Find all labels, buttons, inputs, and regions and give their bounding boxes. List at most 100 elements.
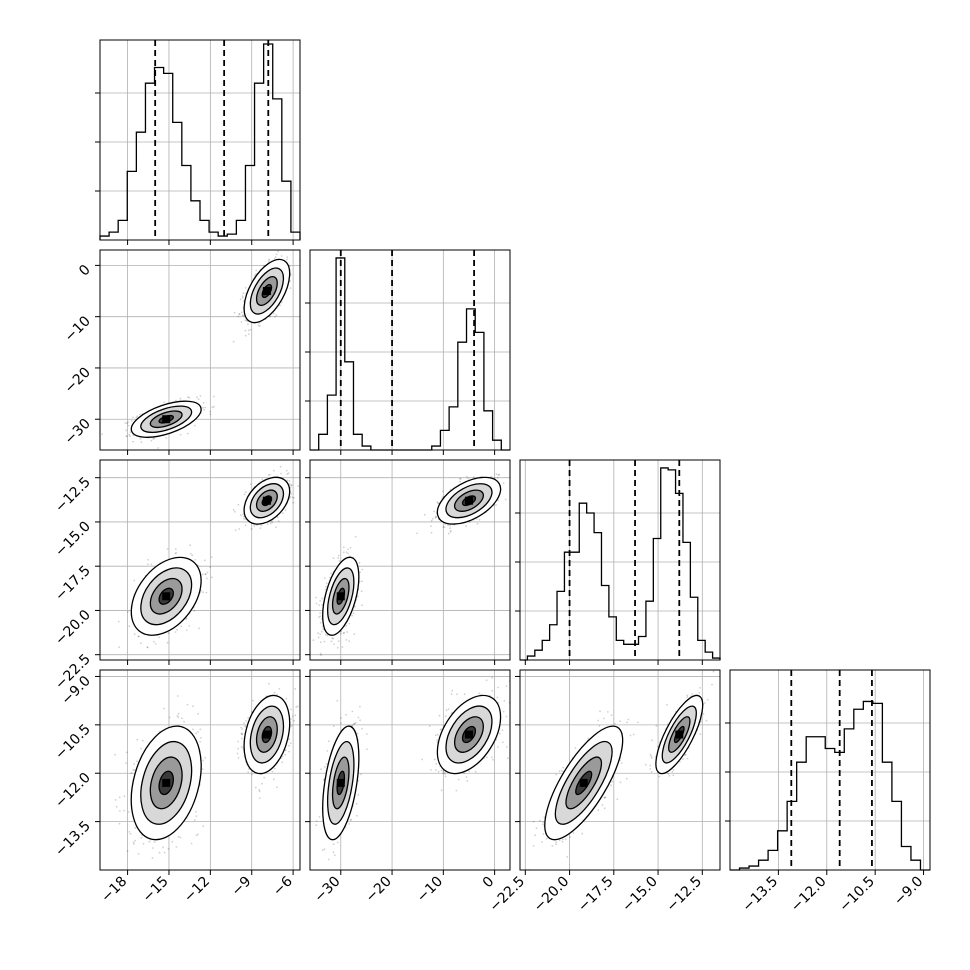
sample-point [139, 413, 141, 416]
sample-point [241, 314, 244, 316]
sample-point [181, 717, 183, 720]
sample-point [126, 611, 129, 613]
sample-point [347, 548, 349, 551]
sample-point [321, 625, 324, 628]
sample-point [136, 760, 138, 763]
sample-point [124, 422, 127, 424]
y-tick-label: −12.5 [52, 474, 94, 516]
sample-point [201, 573, 204, 576]
sample-point [249, 483, 252, 485]
sample-point [137, 635, 140, 638]
sample-point [435, 515, 437, 518]
sample-point [331, 637, 334, 640]
sample-point [189, 544, 192, 547]
x-tick-label: −9.0 [891, 874, 926, 909]
sample-point [175, 846, 178, 848]
sample-point [340, 632, 342, 635]
sample-point [325, 633, 327, 636]
sample-point [240, 311, 243, 314]
sample-point [320, 654, 323, 656]
sample-point [353, 633, 356, 635]
sample-point [123, 809, 125, 812]
sample-point [259, 527, 262, 529]
sample-point [136, 415, 139, 418]
density-peak [262, 287, 271, 296]
sample-point [242, 515, 245, 518]
sample-point [320, 630, 323, 633]
sample-point [187, 396, 189, 398]
sample-point [134, 839, 137, 842]
sample-point [433, 510, 435, 513]
sample-point [291, 496, 294, 499]
sample-point [356, 595, 359, 598]
histogram-step [730, 700, 930, 871]
sample-point [180, 625, 183, 628]
sample-point [290, 484, 293, 486]
y-tick-label: −20.0 [52, 607, 94, 649]
sample-point [326, 634, 329, 637]
sample-point [189, 552, 192, 555]
sample-point [324, 588, 327, 591]
sample-point [323, 640, 326, 643]
sample-point [467, 477, 470, 480]
sample-point [338, 560, 341, 562]
sample-point [195, 834, 198, 837]
sample-point [288, 480, 291, 482]
sample-point [349, 546, 352, 549]
sample-point [166, 548, 169, 550]
sample-point [271, 521, 274, 524]
sample-point [212, 405, 215, 408]
sample-point [202, 825, 205, 828]
sample-point [319, 621, 322, 624]
sample-point [431, 517, 434, 520]
sample-point [176, 628, 179, 631]
sample-point [312, 639, 315, 642]
sample-point [205, 591, 208, 594]
sample-point [242, 314, 245, 317]
sample-point [238, 312, 241, 315]
sample-point [125, 429, 128, 432]
sample-point [423, 513, 426, 516]
sample-point [204, 756, 207, 759]
sample-point [465, 475, 468, 478]
sample-point [497, 474, 500, 476]
sample-point [279, 304, 281, 307]
sample-point [318, 616, 320, 619]
sample-point [336, 646, 339, 649]
sample-point [167, 847, 170, 850]
scatter-panel-1-0: −30−20−100 [62, 249, 301, 455]
x-tick-label: −10.5 [836, 874, 878, 916]
sample-point [197, 731, 200, 733]
sample-point [150, 563, 153, 566]
sample-point [140, 836, 143, 839]
y-tick-label: −30 [62, 416, 94, 448]
sample-point [436, 501, 439, 503]
sample-point [117, 620, 120, 623]
sample-point [354, 605, 356, 608]
sample-point [249, 328, 252, 331]
sample-point [234, 529, 237, 532]
sample-point [188, 396, 191, 399]
sample-point [258, 325, 261, 327]
axes-frame [309, 249, 511, 451]
sample-cloud [312, 473, 507, 656]
sample-point [243, 493, 246, 496]
sample-point [142, 842, 145, 845]
sample-point [177, 716, 180, 719]
sample-point [140, 747, 142, 750]
sample-point [147, 558, 150, 561]
sample-point [194, 559, 197, 561]
sample-point [193, 819, 196, 821]
sample-point [153, 841, 156, 843]
sample-point [137, 853, 140, 855]
sample-point [204, 573, 207, 576]
sample-point [241, 296, 244, 299]
sample-point [459, 477, 462, 480]
sample-point [179, 433, 182, 436]
sample-point [186, 432, 189, 435]
sample-point [209, 413, 212, 416]
sample-point [449, 531, 452, 533]
sample-point [171, 840, 174, 843]
sample-point [130, 772, 133, 775]
